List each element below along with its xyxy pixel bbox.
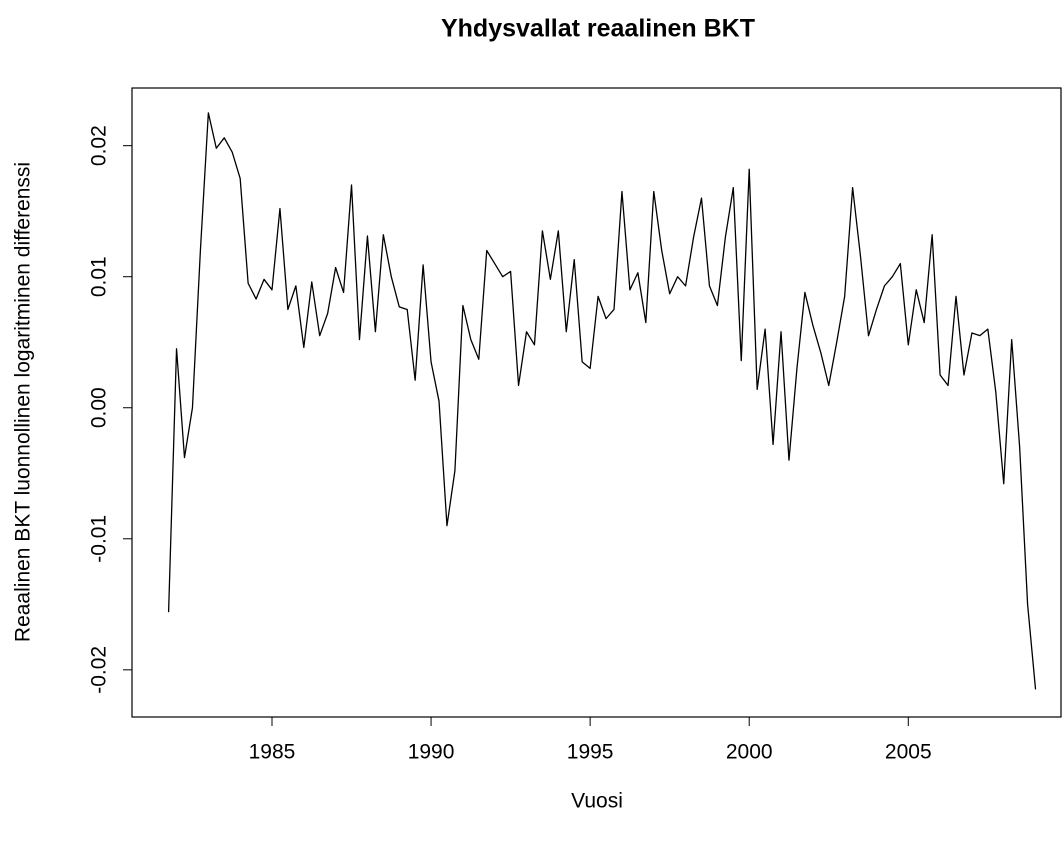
plot-frame xyxy=(131,87,1062,718)
x-tick-label: 1995 xyxy=(567,741,614,764)
x-tick-label: 2000 xyxy=(726,741,773,764)
y-tick-label: 0.01 xyxy=(88,256,111,297)
data-line xyxy=(167,112,1037,690)
y-tick-label: -0.01 xyxy=(88,515,111,563)
x-axis-label: Vuosi xyxy=(571,790,623,813)
x-tick-label: 1990 xyxy=(408,741,455,764)
x-tick-label: 2005 xyxy=(885,741,932,764)
y-tick-label: 0.00 xyxy=(88,387,111,428)
chart-title: Yhdysvallat reaalinen BKT xyxy=(441,15,755,43)
y-tick-label: -0.02 xyxy=(88,646,111,694)
y-tick-label: 0.02 xyxy=(88,125,111,166)
x-tick-label: 1985 xyxy=(249,741,296,764)
y-axis-label: Reaalinen BKT luonnollinen logaritminen … xyxy=(12,162,35,642)
